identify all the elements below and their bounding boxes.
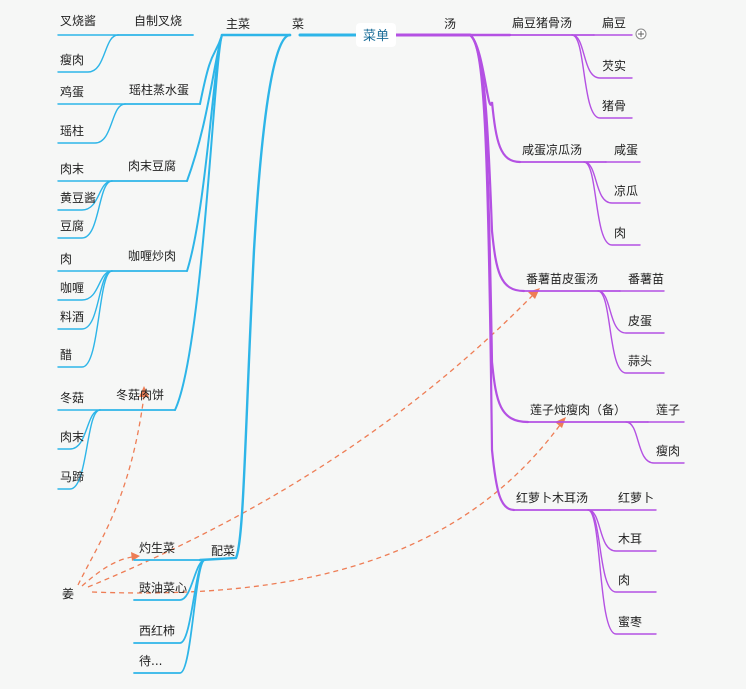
soup-3[interactable]: 莲子炖瘦肉（备） [530, 402, 626, 417]
category-main-dishes[interactable]: 主菜 [226, 17, 250, 31]
side-item-line [133, 559, 206, 674]
side-dish-1[interactable]: 豉油菜心 [139, 581, 187, 595]
dish-3-item-1[interactable]: 咖喱 [60, 280, 84, 295]
relation-ginger-lettuce [81, 556, 133, 587]
dish-0-item-1[interactable]: 瘦肉 [60, 52, 84, 67]
dish-3-item-2[interactable]: 料酒 [60, 310, 84, 324]
dish-4-item-1[interactable]: 肉末 [60, 430, 84, 444]
category-side-dishes[interactable]: 配菜 [211, 544, 235, 558]
soup-2-item-2[interactable]: 蒜头 [628, 354, 652, 368]
side-dish-2[interactable]: 西红柿 [139, 623, 175, 638]
labels-layer: 菜主菜配菜自制叉烧叉烧酱瘦肉瑶柱蒸水蛋鸡蛋瑶柱肉末豆腐肉末黄豆酱豆腐咖喱炒肉肉咖… [60, 13, 680, 668]
floating-ginger[interactable]: 姜 [62, 587, 74, 601]
relation-ginger-lotus [91, 424, 561, 594]
soup-connector [468, 33, 530, 424]
soup-2[interactable]: 番薯苗皮蛋汤 [526, 272, 598, 286]
dish-3[interactable]: 咖喱炒肉 [128, 248, 176, 263]
soup-4-item-3[interactable]: 蜜枣 [618, 614, 642, 629]
soup-1-item-0[interactable]: 咸蛋 [614, 143, 638, 157]
side-dish-3[interactable]: 待... [139, 654, 162, 668]
dish-2[interactable]: 肉末豆腐 [128, 158, 176, 173]
soup-connector [468, 33, 516, 512]
plus-circle-icon[interactable] [635, 28, 647, 40]
soup-1-item-1[interactable]: 凉瓜 [614, 183, 638, 198]
soup-0[interactable]: 扁豆猪骨汤 [512, 16, 572, 30]
soup-4-item-2[interactable]: 肉 [618, 573, 630, 587]
item-line [57, 409, 101, 450]
dish-3-item-3[interactable]: 醋 [60, 347, 72, 362]
soup-4-item-1[interactable]: 木耳 [618, 532, 642, 546]
dish-4-item-2[interactable]: 马蹄 [60, 469, 84, 484]
dish-connector [174, 34, 223, 411]
soup-0-item-2[interactable]: 猪骨 [602, 99, 626, 113]
item-line [57, 180, 113, 239]
soup-connector [468, 33, 526, 293]
lines-layer [57, 33, 685, 674]
dish-3-item-0[interactable]: 肉 [60, 252, 72, 266]
soup-0-item-1[interactable]: 芡实 [602, 58, 626, 73]
soup-3-item-0[interactable]: 莲子 [656, 403, 680, 417]
dish-0[interactable]: 自制叉烧 [134, 14, 182, 28]
soup-0-item-0[interactable]: 扁豆 [602, 16, 626, 30]
dish-connector [186, 34, 223, 182]
relation-ginger-pidan [87, 295, 533, 588]
item-line [57, 409, 101, 490]
soup-item-line [571, 34, 633, 79]
soup-item-line [597, 290, 665, 334]
dish-2-item-2[interactable]: 豆腐 [60, 218, 84, 233]
root-node[interactable] [356, 23, 396, 47]
dish-2-item-1[interactable]: 黄豆酱 [60, 190, 96, 205]
arrowhead [131, 552, 140, 561]
dish-0-item-0[interactable]: 叉烧酱 [60, 13, 96, 28]
soup-3-item-1[interactable]: 瘦肉 [656, 443, 680, 458]
dish-4-item-0[interactable]: 冬菇 [60, 390, 84, 405]
soup-item-line [625, 421, 685, 464]
root-label[interactable]: 菜单 [363, 29, 389, 44]
soup-2-item-1[interactable]: 皮蛋 [628, 314, 652, 328]
soup-1[interactable]: 咸蛋凉瓜汤 [522, 142, 582, 157]
dish-1[interactable]: 瑶柱蒸水蛋 [129, 82, 189, 97]
soup-2-item-0[interactable]: 番薯苗 [628, 272, 664, 286]
dish-4[interactable]: 冬菇肉饼 [116, 387, 164, 402]
item-line [57, 103, 126, 144]
soup-item-line [571, 34, 633, 119]
soup-item-line [587, 509, 657, 635]
dish-1-item-1[interactable]: 瑶柱 [60, 123, 84, 138]
item-line [57, 34, 119, 73]
soup-4-item-0[interactable]: 红萝卜 [618, 490, 654, 505]
item-line [57, 270, 113, 368]
category-cai[interactable]: 菜 [292, 17, 304, 31]
dish-1-item-0[interactable]: 鸡蛋 [60, 84, 84, 99]
soup-item-line [583, 161, 641, 204]
side-line [198, 33, 292, 562]
soup-item-line [587, 509, 657, 552]
soup-item-line [597, 290, 665, 374]
soup-4[interactable]: 红萝卜木耳汤 [516, 490, 588, 505]
side-dish-0[interactable]: 灼生菜 [139, 540, 175, 555]
arrowhead [139, 386, 149, 397]
soup-1-item-2[interactable]: 肉 [614, 226, 626, 240]
dish-2-item-0[interactable]: 肉末 [60, 162, 84, 176]
category-soup[interactable]: 汤 [444, 17, 456, 31]
relation-ginger-patty [77, 395, 145, 586]
soup-item-line [583, 161, 641, 246]
